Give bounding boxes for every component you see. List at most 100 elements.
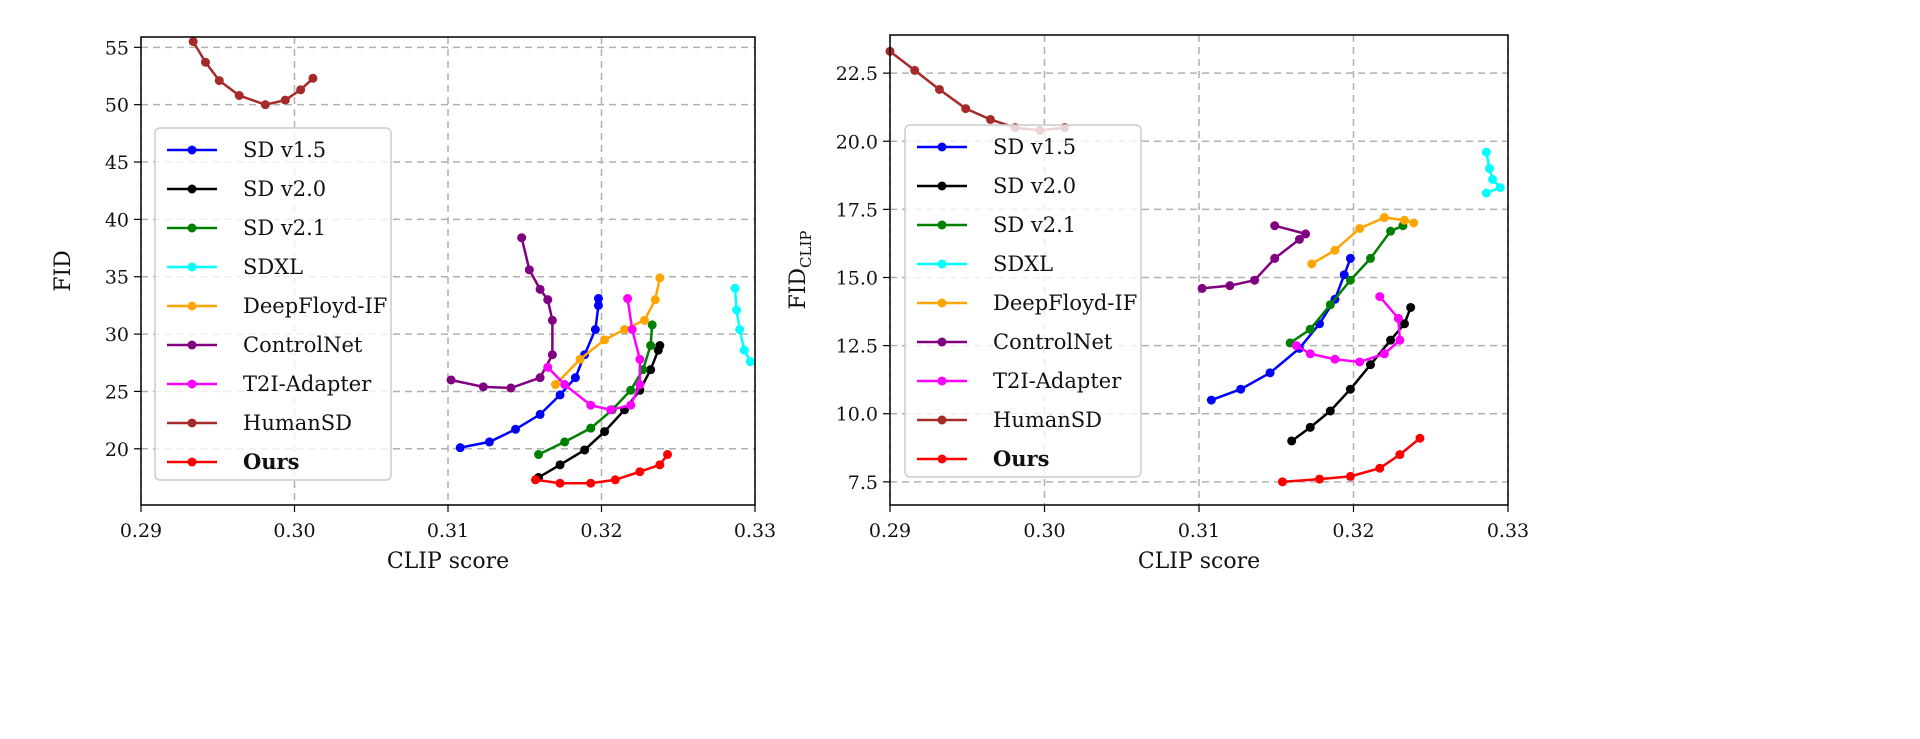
data-point (985, 114, 995, 124)
data-point (1339, 270, 1349, 280)
y-axis-label-main: FID (786, 268, 811, 310)
data-point (600, 427, 610, 437)
y-tick-label: 55 (105, 37, 129, 59)
data-point (626, 385, 636, 395)
legend-item: Ours (167, 449, 299, 474)
data-point (560, 380, 570, 390)
data-point (600, 335, 610, 345)
data-point (1395, 335, 1405, 345)
series-line (1210, 257, 1352, 402)
y-tick-label: 17.5 (836, 199, 878, 221)
x-tick-label: 0.30 (273, 520, 315, 542)
data-point (1294, 234, 1304, 244)
legend-label: SD v2.1 (243, 216, 326, 240)
data-point (1206, 395, 1216, 405)
y-tick-label: 40 (105, 209, 129, 231)
data-point (535, 409, 545, 419)
data-point (543, 295, 553, 305)
y-axis-label: FIDCLIP (786, 230, 815, 309)
data-point (535, 373, 545, 383)
series-humansd (188, 37, 318, 110)
data-point (1270, 253, 1280, 263)
data-point (593, 294, 603, 304)
series-controlnet (446, 233, 557, 393)
data-point (511, 424, 521, 434)
series-line (1311, 216, 1415, 265)
data-point (623, 294, 633, 304)
legend-label: T2I-Adapter (243, 372, 372, 396)
y-tick-label: 50 (105, 95, 129, 117)
x-tick-label: 0.33 (1487, 520, 1529, 542)
data-point (1250, 275, 1260, 285)
data-point (1305, 349, 1315, 359)
legend-swatch-marker (937, 142, 947, 152)
data-point (627, 325, 637, 334)
y-axis-label: FID (51, 250, 76, 292)
y-tick-label: 30 (105, 324, 129, 346)
x-tick-label: 0.31 (1178, 520, 1220, 542)
data-point (1365, 360, 1375, 370)
legend-box (154, 127, 392, 481)
data-point (1495, 183, 1505, 193)
data-point (455, 443, 465, 453)
data-point (446, 375, 456, 385)
data-point (730, 283, 740, 293)
data-point (1305, 422, 1315, 432)
data-point (1197, 283, 1207, 293)
data-point (606, 405, 616, 415)
x-tick-label: 0.33 (734, 520, 776, 542)
data-point (1291, 341, 1301, 351)
y-tick-label: 12.5 (836, 336, 878, 358)
data-point (1406, 302, 1416, 312)
legend: SD v1.5 SD v2.0 SD v2.1 SDXL DeepFloyd-IF Con… (154, 127, 392, 481)
data-point (1277, 477, 1287, 487)
legend-item: ControlNet (167, 333, 363, 357)
legend-item: Ours (917, 446, 1049, 471)
data-point (655, 273, 665, 283)
data-point (1386, 335, 1396, 345)
legend-label: T2I-Adapter (993, 369, 1122, 393)
data-point (1315, 474, 1325, 484)
data-point (1355, 223, 1365, 233)
data-point (1393, 313, 1403, 323)
x-tick-label: 0.32 (1332, 520, 1374, 542)
data-point (1236, 384, 1246, 394)
legend-item: HumanSD (167, 411, 352, 435)
data-point (188, 37, 198, 47)
series-sdxl (1481, 147, 1505, 198)
chart-1: 0.29 0.30 0.31 0.32 0.33 20 25 30 35 40 45 50 55 SD v… (51, 36, 776, 574)
data-point (478, 382, 488, 392)
data-point (260, 100, 270, 110)
legend-item: SD v2.1 (917, 213, 1076, 237)
data-point (1301, 229, 1311, 239)
series-t2i-adapter (1291, 292, 1405, 367)
legend-swatch-marker (187, 301, 197, 311)
data-point (1379, 349, 1389, 359)
data-point (732, 305, 742, 315)
legend-swatch-marker (187, 262, 197, 272)
series-line (450, 237, 554, 390)
legend: SD v1.5 SD v2.0 SD v2.1 SDXL DeepFloyd-IF Con… (904, 124, 1142, 478)
series-line (889, 50, 1065, 132)
data-point (910, 65, 920, 75)
data-point (961, 104, 971, 114)
x-tick-label: 0.32 (580, 520, 622, 542)
data-point (1287, 436, 1297, 446)
legend-label: SD v2.0 (243, 177, 326, 201)
legend-swatch-marker (937, 454, 947, 464)
series-ours (530, 450, 673, 488)
data-point (234, 91, 244, 100)
legend-swatch-marker (187, 379, 197, 389)
data-point (586, 478, 596, 488)
data-point (1345, 275, 1355, 285)
series-line (1289, 224, 1404, 344)
data-point (517, 233, 527, 243)
data-point (550, 380, 560, 390)
legend-swatch-marker (187, 223, 197, 233)
series-deepfloyd-if (550, 273, 665, 390)
legend-item: HumanSD (917, 408, 1102, 432)
y-tick-label: 35 (105, 267, 129, 289)
chart-2: 0.29 0.30 0.31 0.32 0.33 7.5 10.0 12.5 15.0 17.5 2… (786, 34, 1529, 574)
x-tick-label: 0.29 (120, 520, 162, 542)
